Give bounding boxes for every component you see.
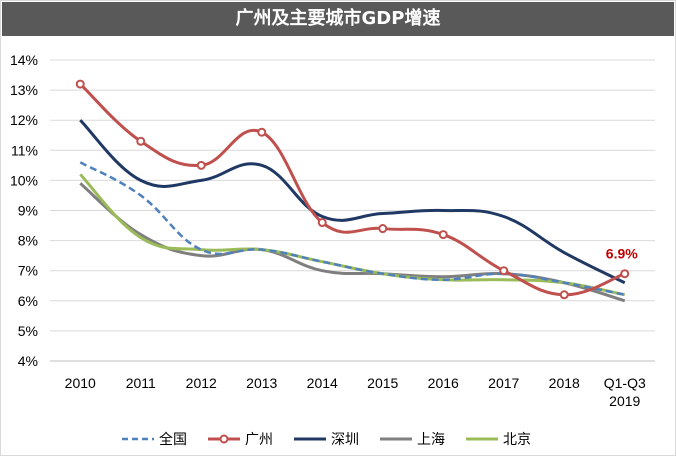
series-line <box>79 182 626 303</box>
x-tick-label: 2019 <box>609 393 640 409</box>
y-tick-label: 10% <box>10 172 38 188</box>
legend-item: 广州 <box>208 432 273 448</box>
legend-label: 深圳 <box>331 432 359 448</box>
y-axis: 4% 5% 6% 7% 8% 9% 10% 11% 12% 13% 14% <box>10 52 38 369</box>
series-marker <box>559 290 569 300</box>
x-tick-label: 2015 <box>367 375 398 391</box>
data-label: 6.9% <box>606 246 638 262</box>
y-tick-label: 8% <box>18 233 38 249</box>
y-tick-label: 11% <box>11 142 38 158</box>
series-marker <box>136 136 146 146</box>
series-marker <box>196 160 206 170</box>
y-tick-label: 13% <box>10 82 38 98</box>
series-marker <box>317 218 327 228</box>
legend-label: 广州 <box>245 432 273 448</box>
y-tick-label: 9% <box>18 203 38 219</box>
series-marker <box>378 224 388 234</box>
x-tick-label: Q1-Q3 <box>604 375 646 391</box>
chart-title: 广州及主要城市GDP增速 <box>235 8 441 29</box>
legend-item: 北京 <box>466 432 531 448</box>
y-tick-label: 6% <box>18 293 38 309</box>
series-line <box>79 82 626 297</box>
annotations: 6.9% <box>606 246 638 262</box>
x-axis: 2010 2011 2012 2013 2014 2015 2016 2017 2018 Q1-Q… <box>50 360 655 409</box>
y-tick-label: 14% <box>10 52 38 68</box>
legend-item: 深圳 <box>294 432 359 448</box>
chart-title-bar: 广州及主要城市GDP增速 <box>2 2 674 36</box>
y-tick-label: 12% <box>10 112 38 128</box>
legend-item: 上海 <box>380 432 445 448</box>
series-line <box>79 119 626 285</box>
series-marker <box>438 230 448 240</box>
legend-label: 全国 <box>159 431 187 448</box>
series-marker <box>499 266 509 276</box>
legend-label: 北京 <box>503 432 531 448</box>
y-tick-label: 5% <box>18 323 38 339</box>
x-tick-label: 2016 <box>428 375 459 391</box>
series-line <box>79 173 626 297</box>
x-tick-label: 2013 <box>246 375 277 391</box>
x-tick-label: 2014 <box>307 375 338 391</box>
legend: 全国 广州 深圳 上海 北京 <box>122 431 531 448</box>
series-marker <box>75 79 85 89</box>
y-tick-label: 4% <box>18 353 38 369</box>
x-tick-label: 2012 <box>186 375 217 391</box>
series-line <box>79 161 625 297</box>
y-tick-label: 7% <box>18 263 38 279</box>
x-tick-label: 2018 <box>549 375 580 391</box>
legend-marker <box>219 434 229 444</box>
legend-label: 上海 <box>417 432 445 448</box>
x-tick-label: 2017 <box>488 375 519 391</box>
series-marker <box>620 269 630 279</box>
legend-item: 全国 <box>122 431 187 448</box>
gridlines <box>50 59 655 362</box>
series-marker <box>257 127 267 137</box>
x-tick-label: 2010 <box>65 375 96 391</box>
series-group <box>75 79 630 303</box>
x-tick-label: 2011 <box>126 375 156 391</box>
